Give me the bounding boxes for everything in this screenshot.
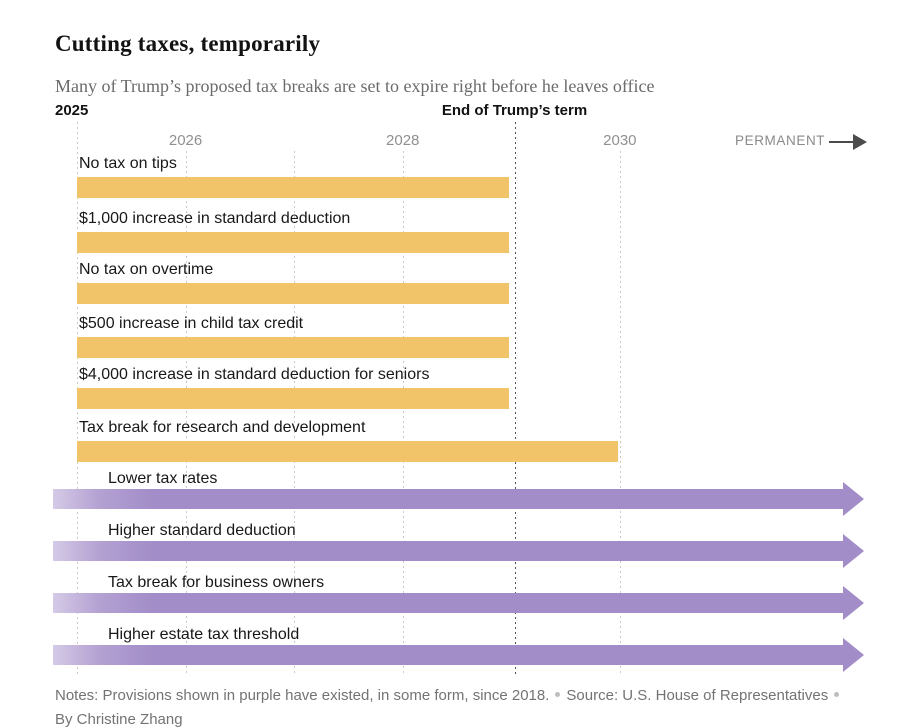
temporary-bar [77, 283, 509, 304]
row-label: No tax on tips [79, 155, 177, 172]
year-gridline [294, 151, 295, 676]
byline-text: By Christine Zhang [55, 711, 183, 727]
year-gridline [186, 151, 187, 676]
row-label: Lower tax rates [108, 470, 218, 487]
row-label: No tax on overtime [79, 261, 214, 278]
permanent-arrowhead-icon [843, 482, 864, 516]
notes: Notes: Provisions shown in purple have e… [55, 684, 855, 727]
page-title: Cutting taxes, temporarily [55, 31, 321, 57]
row-label: $4,000 increase in standard deduction fo… [79, 366, 430, 383]
axis-start-year-label: 2025 [55, 102, 89, 119]
bullet-separator-icon [555, 692, 561, 697]
year-gridline [620, 151, 621, 676]
permanent-arrow-icon [829, 134, 867, 150]
row-label: Tax break for business owners [108, 574, 325, 591]
permanent-arrowhead-icon [843, 638, 864, 672]
permanent-arrowhead-icon [843, 586, 864, 620]
arrow-shaft [829, 141, 855, 143]
permanent-bar [53, 541, 843, 561]
row-label: Higher standard deduction [108, 522, 296, 539]
bullet-separator-icon [834, 692, 840, 697]
arrow-head [853, 134, 867, 150]
notes-text: Notes: Provisions shown in purple have e… [55, 687, 550, 704]
page-subtitle: Many of Trump’s proposed tax breaks are … [55, 76, 655, 96]
row-label: Tax break for research and development [79, 419, 366, 436]
temporary-bar [77, 337, 509, 358]
permanent-axis-label: PERMANENT [735, 133, 826, 148]
axis-tick-label: 2026 [168, 132, 203, 149]
permanent-bar [53, 593, 843, 613]
axis-tick-label: 2028 [386, 132, 420, 149]
year-gridline [403, 151, 404, 676]
term-end-gridline [515, 122, 516, 676]
temporary-bar [77, 232, 509, 253]
axis-tick-label: 2030 [603, 132, 637, 149]
permanent-arrowhead-icon [843, 534, 864, 568]
permanent-bar [53, 489, 843, 509]
temporary-bar [77, 177, 509, 198]
row-label: $500 increase in child tax credit [79, 315, 304, 332]
temporary-bar [77, 388, 509, 409]
source-text: Source: U.S. House of Representatives [566, 687, 829, 704]
row-label: $1,000 increase in standard deduction [79, 210, 351, 227]
permanent-bar [53, 645, 843, 665]
term-end-annotation: End of Trump’s term [441, 102, 588, 119]
temporary-bar [77, 441, 618, 462]
row-label: Higher estate tax threshold [108, 626, 300, 643]
